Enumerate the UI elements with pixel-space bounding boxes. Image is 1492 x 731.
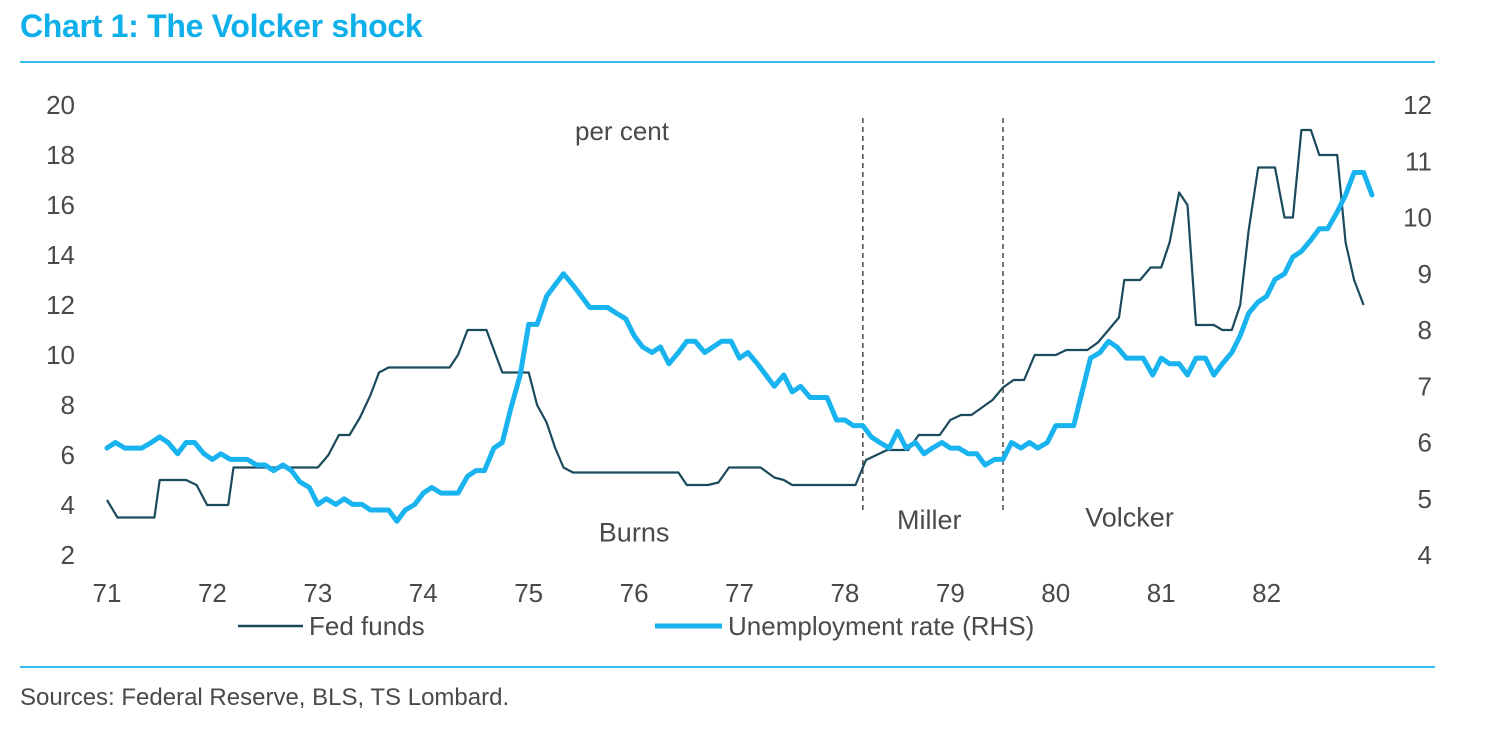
right-tick-label: 12 (1403, 90, 1432, 120)
era-dividers (862, 118, 1004, 512)
x-tick-label: 82 (1252, 578, 1281, 608)
x-tick-label: 77 (725, 578, 754, 608)
x-tick-label: 79 (936, 578, 965, 608)
era-labels: Burns Miller Volcker (599, 503, 1174, 548)
left-tick-label: 16 (46, 190, 75, 220)
era-label: Volcker (1085, 503, 1174, 533)
x-tick-label: 71 (93, 578, 122, 608)
right-tick-label: 7 (1418, 371, 1432, 401)
legend-unemployment-label: Unemployment rate (RHS) (728, 611, 1034, 641)
left-axis-ticks: 2 4 6 8 10 12 14 16 18 20 (46, 90, 75, 570)
left-tick-label: 6 (61, 440, 75, 470)
left-tick-label: 2 (61, 540, 75, 570)
x-tick-label: 74 (409, 578, 438, 608)
x-tick-label: 80 (1041, 578, 1070, 608)
bottom-rule (20, 666, 1435, 668)
right-tick-label: 5 (1418, 484, 1432, 514)
left-tick-label: 10 (46, 340, 75, 370)
x-tick-label: 81 (1147, 578, 1176, 608)
source-note: Sources: Federal Reserve, BLS, TS Lombar… (20, 684, 510, 711)
left-tick-label: 4 (61, 490, 75, 520)
left-tick-label: 14 (46, 240, 75, 270)
right-tick-label: 11 (1405, 146, 1432, 176)
right-tick-label: 10 (1403, 203, 1432, 233)
x-tick-label: 76 (620, 578, 649, 608)
x-tick-label: 75 (514, 578, 543, 608)
x-tick-label: 73 (303, 578, 332, 608)
left-tick-label: 8 (61, 390, 75, 420)
x-tick-label: 72 (198, 578, 227, 608)
right-tick-label: 4 (1418, 540, 1432, 570)
right-tick-label: 9 (1418, 259, 1432, 289)
left-tick-label: 18 (46, 140, 75, 170)
era-label: Miller (897, 505, 962, 535)
fed-funds-line (106, 128, 1365, 519)
left-tick-label: 20 (46, 90, 75, 120)
x-axis-ticks: 71 72 73 74 75 76 77 78 79 80 81 82 (93, 578, 1282, 608)
chart-title: Chart 1: The Volcker shock (20, 8, 423, 44)
right-tick-label: 8 (1418, 315, 1432, 345)
right-tick-label: 6 (1418, 428, 1432, 458)
legend: Fed funds Unemployment rate (RHS) (238, 611, 1034, 641)
unit-label: per cent (575, 116, 670, 146)
right-axis-ticks: 4 5 6 7 8 9 10 11 12 (1403, 90, 1432, 570)
top-rule (20, 61, 1435, 63)
era-label: Burns (599, 518, 670, 548)
unemployment-line (104, 170, 1375, 524)
left-tick-label: 12 (46, 290, 75, 320)
x-tick-label: 78 (830, 578, 859, 608)
legend-fed-funds-label: Fed funds (309, 611, 425, 641)
